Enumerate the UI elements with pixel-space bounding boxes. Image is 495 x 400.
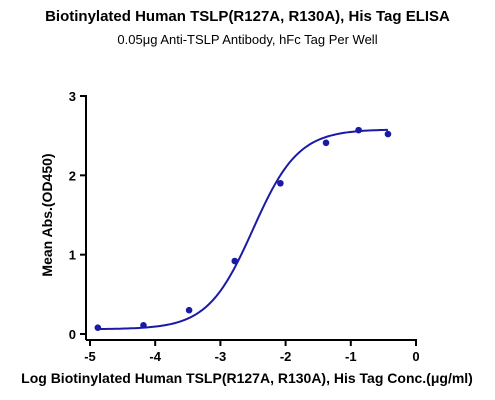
y-tick-label: 1: [69, 248, 76, 263]
data-point: [322, 139, 330, 147]
x-axis-label: Log Biotinylated Human TSLP(R127A, R130A…: [21, 370, 473, 386]
y-axis: 0 1 2 3: [69, 89, 87, 342]
data-point: [94, 324, 102, 331]
y-tick-label: 0: [69, 327, 76, 342]
x-tick-label: -1: [345, 349, 357, 364]
x-tick-label: -5: [84, 349, 96, 364]
data-point: [140, 321, 147, 329]
chart-title: Biotinylated Human TSLP(R127A, R130A), H…: [45, 8, 450, 25]
x-axis: -5 -4 -3 -2 -1 0: [84, 339, 420, 364]
x-tick-label: -2: [280, 349, 292, 364]
data-point: [185, 306, 193, 314]
data-point: [231, 257, 239, 265]
x-tick-label: -3: [215, 349, 227, 364]
chart-subtitle: 0.05μg Anti-TSLP Antibody, hFc Tag Per W…: [117, 32, 378, 47]
y-tick-label: 2: [69, 168, 76, 183]
data-point: [277, 179, 284, 187]
data-point: [355, 126, 362, 134]
x-tick-label: 0: [412, 349, 419, 364]
data-point: [384, 130, 392, 138]
y-axis-label: Mean Abs.(OD450): [39, 153, 55, 276]
fit-curve: [97, 128, 388, 331]
y-tick-label: 3: [69, 89, 76, 104]
x-tick-label: -4: [149, 349, 161, 364]
